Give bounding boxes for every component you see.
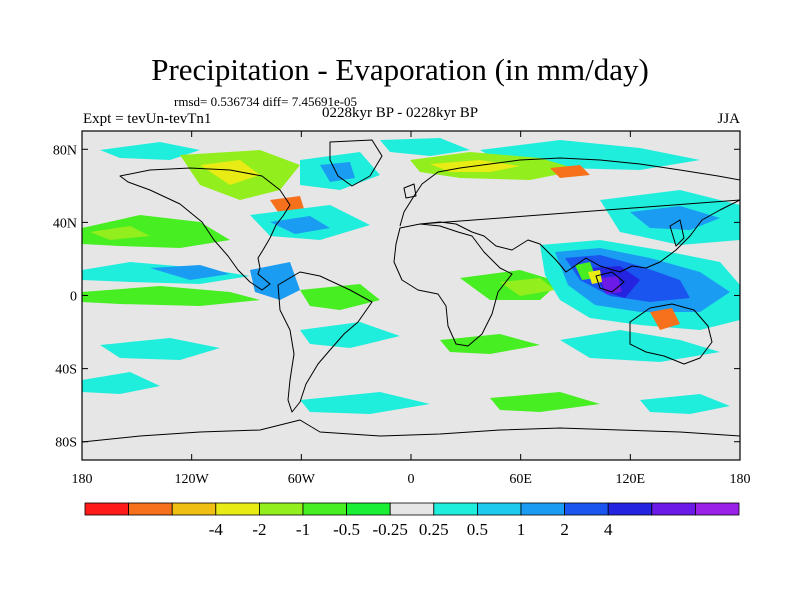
coastline bbox=[277, 271, 373, 413]
experiment-label: Expt = tevUn-tevTn1 bbox=[83, 111, 212, 127]
y-tick-label: 80S bbox=[55, 436, 77, 451]
season-label: JJA bbox=[717, 111, 740, 127]
field-patch bbox=[500, 278, 555, 296]
colorbar-box bbox=[128, 502, 173, 516]
x-tick-label: 120E bbox=[616, 472, 646, 487]
colorbar-label: -4 bbox=[209, 520, 224, 539]
x-tick-label: 60W bbox=[288, 472, 316, 487]
stats-label: rmsd= 0.536734 diff= 7.45691e-05 bbox=[174, 94, 358, 109]
x-tick-label: 60E bbox=[509, 472, 532, 487]
coastline bbox=[119, 167, 291, 291]
field-patch bbox=[490, 392, 600, 412]
field-patch bbox=[380, 138, 470, 156]
field-patch bbox=[440, 334, 540, 354]
colorbar-box bbox=[258, 502, 304, 516]
period-label: 0228kyr BP - 0228kyr BP bbox=[322, 105, 479, 121]
coastline bbox=[393, 223, 513, 347]
x-tick-label: 0 bbox=[408, 472, 415, 487]
map-area bbox=[82, 131, 740, 460]
anomaly-field bbox=[82, 138, 740, 414]
colorbar-box bbox=[651, 502, 696, 516]
field-patch bbox=[90, 226, 150, 240]
field-patch bbox=[270, 216, 330, 234]
coastline bbox=[329, 139, 383, 187]
colorbar-box bbox=[476, 502, 522, 516]
colorbar-label: -0.25 bbox=[372, 520, 407, 539]
colorbar-label: -1 bbox=[296, 520, 310, 539]
field-patch bbox=[560, 330, 720, 362]
field-patch bbox=[82, 215, 230, 248]
field-patch bbox=[588, 270, 602, 284]
field-patch bbox=[300, 392, 430, 414]
colorbar-box bbox=[215, 502, 260, 516]
plot-title: Precipitation - Evaporation (in mm/day) bbox=[151, 52, 649, 87]
field-patch bbox=[82, 286, 260, 306]
field-patch bbox=[100, 338, 220, 360]
colorbar-label: 4 bbox=[604, 520, 613, 539]
coastline bbox=[403, 183, 417, 199]
colorbar-box bbox=[564, 502, 609, 516]
x-tick-label: 180 bbox=[730, 472, 751, 487]
colorbar-box bbox=[607, 502, 653, 516]
coastline bbox=[629, 303, 713, 365]
colorbar-box bbox=[520, 502, 565, 516]
colorbar-label: -0.5 bbox=[333, 520, 360, 539]
colorbar-box bbox=[171, 502, 217, 516]
field-patch bbox=[550, 165, 590, 178]
y-tick-label: 80N bbox=[53, 143, 77, 158]
coastline bbox=[595, 271, 625, 293]
colorbar-label: 0.25 bbox=[419, 520, 449, 539]
colorbar-label: 2 bbox=[560, 520, 569, 539]
y-tick-label: 0 bbox=[70, 290, 77, 305]
field-patch bbox=[200, 160, 260, 185]
x-axis: 180 120W 60W 0 60E 120E 180 bbox=[72, 131, 751, 487]
colorbar: -4 -2 -1 -0.5 -0.25 0.25 0.5 1 2 4 bbox=[84, 502, 740, 539]
x-tick-label: 180 bbox=[72, 472, 93, 487]
field-patch bbox=[82, 372, 160, 394]
coastlines bbox=[82, 139, 740, 443]
colorbar-box bbox=[84, 502, 129, 516]
coastline bbox=[669, 219, 685, 247]
y-tick-label: 40N bbox=[53, 216, 77, 231]
coastline bbox=[82, 419, 740, 443]
colorbar-box bbox=[346, 502, 391, 516]
field-patch bbox=[320, 162, 355, 182]
y-axis: 80N 40N 0 40S 80S bbox=[53, 143, 740, 451]
y-tick-label: 40S bbox=[55, 363, 77, 378]
colorbar-label: -2 bbox=[252, 520, 266, 539]
field-patch bbox=[630, 206, 720, 230]
field-patch bbox=[300, 284, 380, 310]
field-patch bbox=[100, 142, 200, 160]
field-patch bbox=[250, 262, 300, 300]
field-patch bbox=[300, 322, 400, 348]
colorbar-box bbox=[433, 502, 478, 516]
colorbar-box bbox=[302, 502, 347, 516]
colorbar-box bbox=[389, 502, 435, 516]
field-patch bbox=[150, 265, 230, 280]
colorbar-box bbox=[695, 502, 740, 516]
field-patch bbox=[82, 262, 250, 284]
colorbar-label: 0.5 bbox=[467, 520, 488, 539]
field-patch bbox=[640, 394, 730, 414]
x-tick-label: 120W bbox=[175, 472, 210, 487]
colorbar-label: 1 bbox=[517, 520, 526, 539]
field-patch bbox=[650, 308, 680, 330]
